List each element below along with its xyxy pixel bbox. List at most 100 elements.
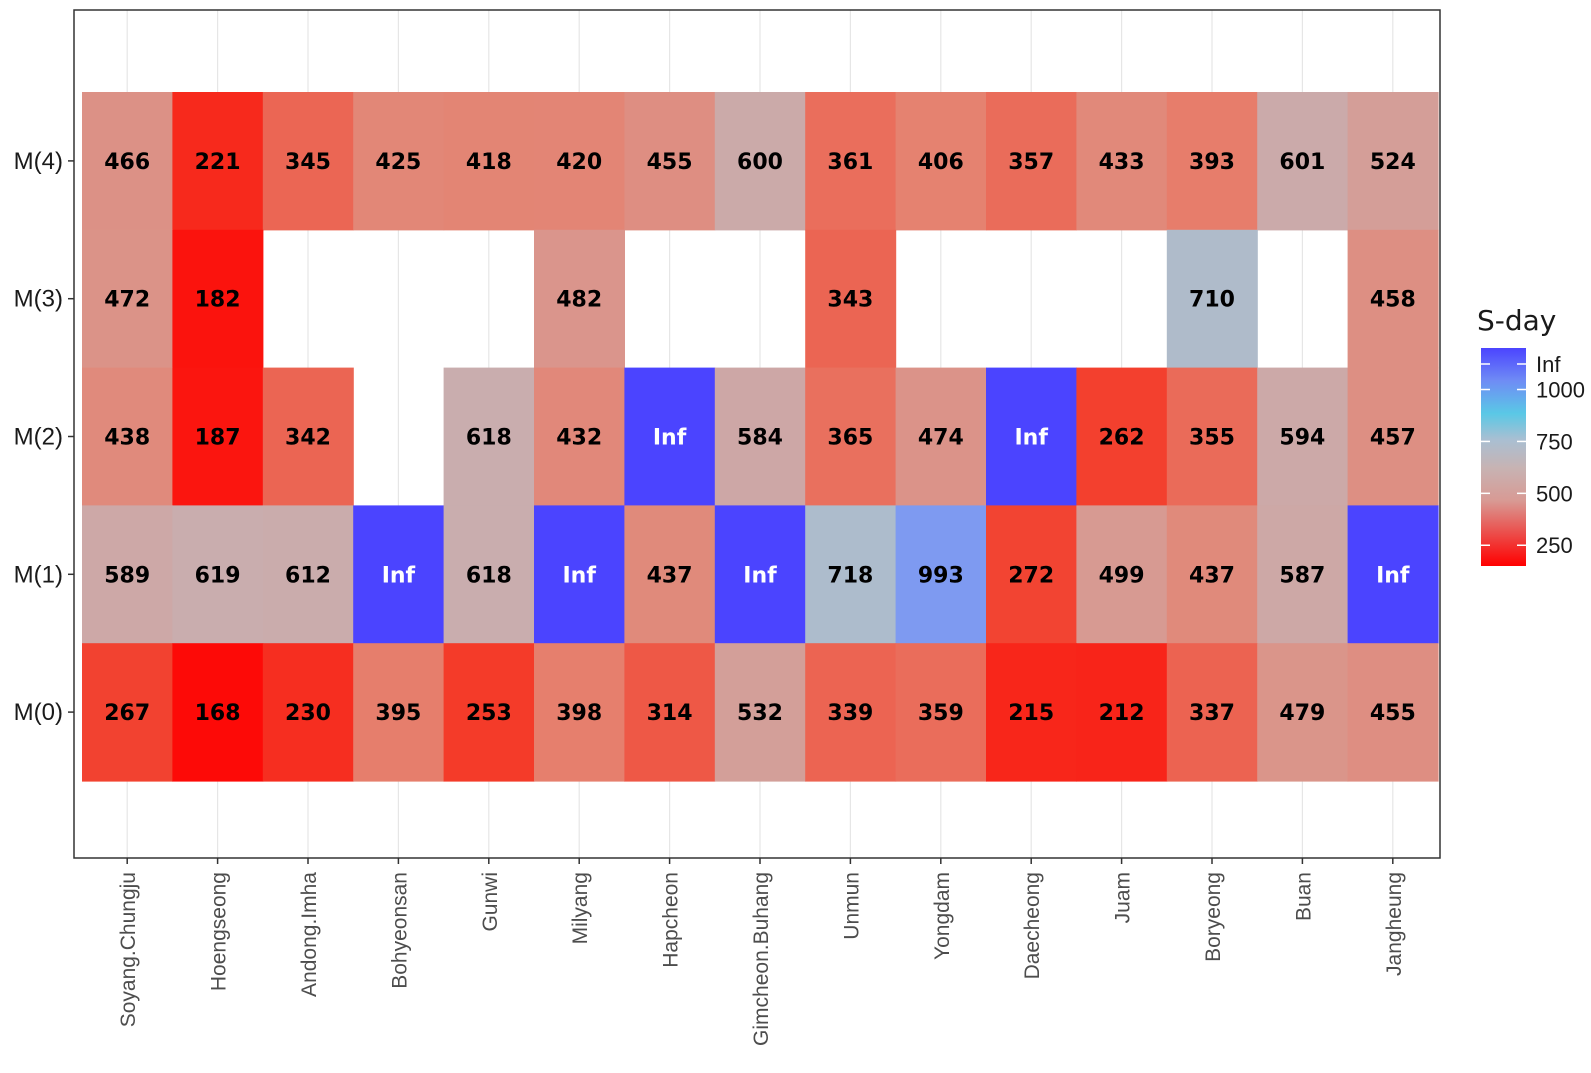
- cell-label: 418: [466, 150, 512, 175]
- legend-colorbar: [1481, 348, 1526, 566]
- cell-label: 584: [737, 426, 783, 451]
- heatmap-cell: [1257, 92, 1349, 231]
- cell-label: 618: [466, 563, 512, 588]
- cell-label: Inf: [653, 426, 687, 451]
- heatmap-cell: [262, 92, 354, 231]
- cell-label: 262: [1099, 426, 1145, 451]
- heatmap-cell: [1166, 643, 1258, 782]
- x-tick-label: Juam: [1112, 872, 1135, 923]
- x-tick-label: Buan: [1292, 872, 1315, 921]
- cell-label: 433: [1099, 150, 1145, 175]
- plot-border: [73, 9, 1441, 859]
- heatmap-cell: [895, 367, 987, 506]
- cell-label: 455: [1370, 701, 1416, 726]
- cell-label: 437: [647, 563, 693, 588]
- heatmap-cell: [1166, 229, 1258, 369]
- cell-label: 458: [1370, 288, 1416, 313]
- cell-label: 345: [285, 150, 331, 175]
- x-tick-label: Unmun: [840, 872, 863, 940]
- cell-label: 524: [1370, 150, 1416, 175]
- cell-label: 221: [195, 150, 241, 175]
- cell-label: 361: [827, 150, 873, 175]
- heatmap-cell: [1257, 643, 1349, 782]
- heatmap-cell: [172, 643, 264, 782]
- cell-label: 420: [556, 150, 602, 175]
- heatmap-cell: [1076, 367, 1168, 506]
- cell-label: 230: [285, 701, 331, 726]
- legend-tick-label: 500: [1536, 481, 1573, 506]
- y-tick-label: M(3): [14, 286, 63, 313]
- x-tick-label: Jangheung: [1383, 872, 1406, 976]
- heatmap-cell: [353, 505, 445, 644]
- cell-label: 406: [918, 150, 964, 175]
- cell-label: 619: [195, 563, 241, 588]
- x-tick-label: Soyang.Chungju: [117, 872, 140, 1027]
- y-tick-label: M(0): [14, 699, 63, 726]
- heatmap-cell: [262, 505, 354, 644]
- cell-label: Inf: [382, 563, 416, 588]
- heatmap-cell: [1166, 92, 1258, 231]
- cell-label: 993: [918, 563, 964, 588]
- heatmap-cell: [534, 92, 625, 231]
- x-axis: Soyang.Chungju Hoengseong Andong.Imha Bohye…: [117, 858, 1406, 1046]
- heatmap-cell: [353, 92, 445, 231]
- cell-label: 359: [918, 701, 964, 726]
- cell-label: 212: [1099, 701, 1145, 726]
- heatmap-cell: [895, 505, 987, 644]
- x-tick-label: Boryeong: [1202, 872, 1225, 962]
- heatmap-cell: [534, 367, 625, 506]
- cell-label: Inf: [562, 563, 596, 588]
- heatmap-cell: [1257, 367, 1349, 506]
- cell-label: 355: [1189, 426, 1235, 451]
- cell-label: 466: [104, 150, 150, 175]
- heatmap-cell: [714, 505, 806, 644]
- y-tick-label: M(2): [14, 424, 63, 451]
- cell-label: 618: [466, 426, 512, 451]
- cell-label: 168: [195, 701, 241, 726]
- cell-label: Inf: [743, 563, 777, 588]
- cell-label: 601: [1279, 150, 1325, 175]
- heatmap-cell: [262, 643, 354, 782]
- cell-label: Inf: [1014, 426, 1048, 451]
- x-tick-label: Gunwi: [479, 872, 502, 932]
- cell-label: 710: [1189, 288, 1235, 313]
- x-tick-label: Hapcheon: [660, 872, 683, 968]
- legend-title: S-day: [1477, 304, 1556, 337]
- cell-label: 425: [375, 150, 421, 175]
- y-tick-label: M(4): [14, 148, 63, 175]
- cell-label: 600: [737, 150, 783, 175]
- heatmap-cell: [82, 505, 173, 644]
- heatmap-cell: [1257, 505, 1349, 644]
- cell-label: 272: [1008, 563, 1054, 588]
- cell-label: 499: [1099, 563, 1145, 588]
- cell-label: 342: [285, 426, 331, 451]
- heatmap-cell: [986, 367, 1077, 506]
- heatmap-cell: [82, 643, 173, 782]
- legend-tick-label: 1000: [1536, 378, 1585, 403]
- heatmap-cell: [714, 367, 806, 506]
- heatmap-cell: [172, 92, 264, 231]
- cell-label: 215: [1008, 701, 1054, 726]
- x-tick-label: Hoengseong: [208, 872, 231, 991]
- x-tick-label: Yongdam: [931, 872, 954, 960]
- heatmap-cell: [986, 92, 1077, 231]
- cell-label: 343: [827, 288, 873, 313]
- heatmap-cell: [82, 92, 173, 231]
- legend-tick-label: 750: [1536, 429, 1573, 454]
- x-tick-label: Gimcheon.Buhang: [750, 872, 773, 1046]
- cell-label: 437: [1189, 563, 1235, 588]
- cell-label: 267: [104, 701, 150, 726]
- heatmap-cell: [443, 367, 535, 506]
- heatmap-cell: [1347, 229, 1439, 369]
- heatmap-cell: [82, 367, 173, 506]
- heatmap-cell: [805, 505, 897, 644]
- heatmap-cell: [895, 643, 987, 782]
- heatmap-cell: [1347, 92, 1439, 231]
- cell-label: 432: [556, 426, 602, 451]
- heatmap-cell: [1076, 92, 1168, 231]
- heatmap-cell: [805, 367, 897, 506]
- heatmap-cells: 466 221 345 425 418 420 455 600 361 406 357 433 393 6…: [82, 92, 1439, 782]
- heatmap-cell: [443, 92, 535, 231]
- heatmap-cell: [805, 92, 897, 231]
- cell-label: 365: [827, 426, 873, 451]
